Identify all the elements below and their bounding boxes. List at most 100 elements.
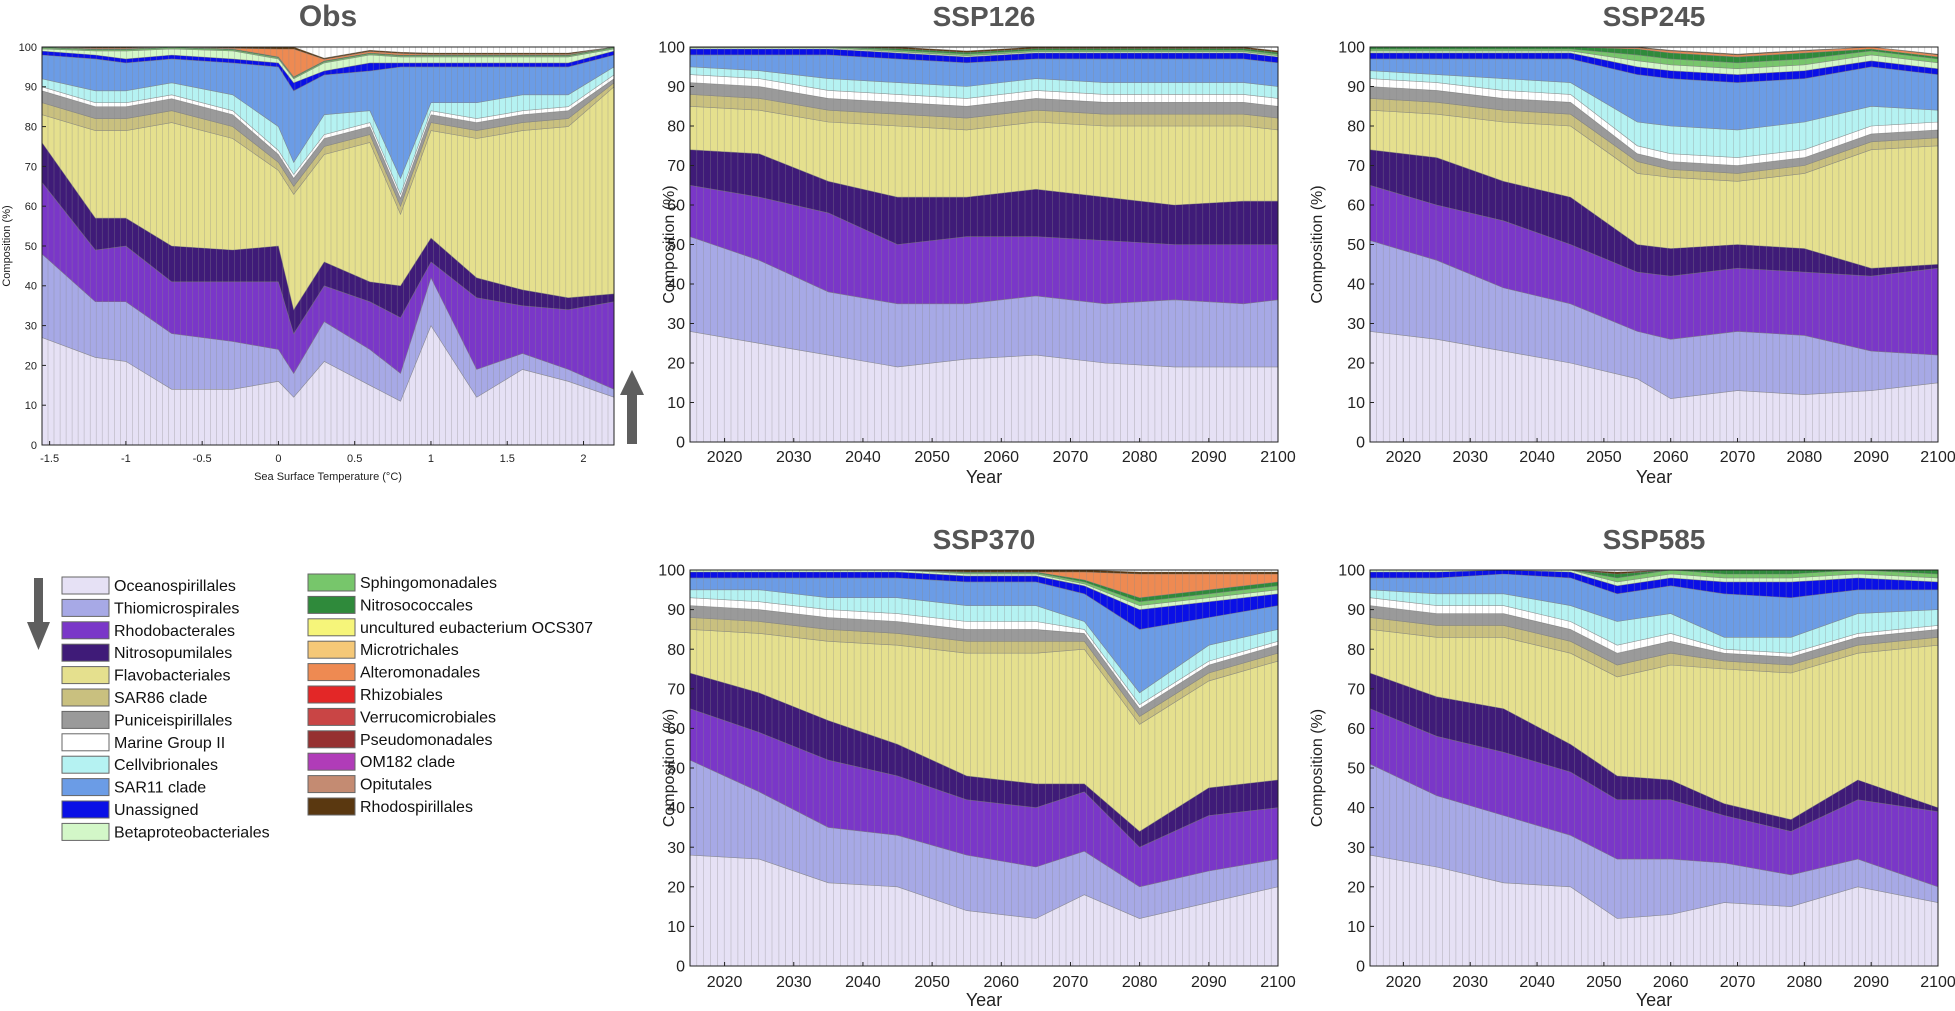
y-tick-label: 0 — [1356, 959, 1365, 976]
y-tick-label: 40 — [667, 277, 685, 294]
legend-swatch — [61, 710, 110, 729]
y-tick-label: 20 — [1347, 879, 1365, 896]
y-tick-label: 40 — [667, 800, 685, 817]
panel-title: SSP126 — [933, 1, 1036, 32]
y-tick-label: 60 — [667, 198, 685, 215]
y-tick-label: 0 — [1356, 435, 1365, 452]
y-tick-label: 10 — [667, 919, 685, 936]
x-tick-label: 2030 — [1452, 974, 1488, 991]
legend-label: Puniceispirillales — [114, 712, 232, 729]
legend-label: OM182 clade — [360, 754, 455, 771]
y-tick-label: 10 — [25, 400, 37, 412]
panel-obs: 0 10 20 30 40 50 60 70 80 90 100 -1.5 -1 -0.5 0 0.5 1 1.5… — [1, 0, 615, 483]
y-tick-label: 10 — [1347, 919, 1365, 936]
x-tick-label: 2050 — [914, 449, 950, 466]
panel-title: SSP370 — [933, 524, 1036, 555]
x-tick-label: 0.5 — [347, 453, 362, 465]
legend-swatch — [307, 640, 356, 659]
y-tick-label: 100 — [1338, 40, 1365, 57]
x-tick-label: 2080 — [1122, 974, 1158, 991]
legend-item: Rhodospirillales — [307, 797, 473, 816]
y-tick-label: 20 — [667, 879, 685, 896]
x-tick-label: 2020 — [707, 449, 743, 466]
y-tick-label: 90 — [667, 79, 685, 96]
legend-swatch — [307, 730, 356, 749]
y-tick-label: 60 — [1347, 721, 1365, 738]
y-axis-label: Composition (%) — [661, 709, 678, 827]
y-axis-label: Composition (%) — [661, 185, 678, 303]
x-tick-label: 2060 — [983, 974, 1019, 991]
legend-swatch — [61, 733, 110, 752]
y-tick-label: 50 — [667, 761, 685, 778]
legend-swatch — [61, 598, 110, 617]
y-tick-label: 50 — [1347, 237, 1365, 254]
legend-label: Flavobacteriales — [114, 668, 231, 685]
y-tick-label: 80 — [1347, 642, 1365, 659]
legend-item: uncultured eubacterium OCS307 — [307, 618, 593, 637]
legend-swatch — [61, 576, 110, 595]
x-tick-label: -1.5 — [40, 453, 59, 465]
legend-label: Rhizobiales — [360, 687, 443, 704]
legend-swatch — [61, 643, 110, 662]
x-tick-label: 2100 — [1260, 449, 1296, 466]
x-tick-label: 2100 — [1920, 449, 1955, 466]
legend-label: Cellvibrionales — [114, 757, 218, 774]
x-tick-label: 2040 — [845, 974, 881, 991]
x-tick-label: 2090 — [1191, 974, 1227, 991]
y-tick-label: 50 — [1347, 761, 1365, 778]
x-tick-label: 2030 — [776, 449, 812, 466]
bar-separators — [696, 47, 1272, 442]
legend-swatch — [307, 573, 356, 592]
legend-item: Betaproteobacteriales — [61, 822, 270, 841]
y-tick-label: 80 — [667, 119, 685, 136]
y-tick-label: 50 — [667, 237, 685, 254]
y-axis-label: Composition (%) — [1309, 185, 1326, 303]
x-tick-label: -0.5 — [193, 453, 212, 465]
legend-swatch — [307, 618, 356, 637]
legend-swatch — [61, 755, 110, 774]
bar-separators — [47, 47, 609, 445]
panel-title: SSP585 — [1603, 524, 1706, 555]
y-tick-label: 40 — [1347, 277, 1365, 294]
x-tick-label: 2070 — [1053, 974, 1089, 991]
y-tick-label: 30 — [1347, 316, 1365, 333]
y-tick-label: 100 — [19, 42, 37, 54]
legend-item: Opitutales — [307, 775, 432, 794]
x-axis-label: Year — [1636, 467, 1672, 487]
legend-item: OM182 clade — [307, 752, 455, 771]
x-axis-label: Year — [1636, 990, 1672, 1010]
arrow-down-shaft — [34, 578, 43, 626]
legend-label: Unassigned — [114, 802, 199, 819]
legend-item: Rhodobacterales — [61, 621, 235, 640]
y-tick-label: 90 — [25, 82, 37, 94]
legend-swatch — [307, 685, 356, 704]
x-tick-label: 2030 — [1452, 449, 1488, 466]
legend-item: Thiomicrospirales — [61, 598, 239, 617]
x-tick-label: 2060 — [983, 449, 1019, 466]
y-tick-label: 70 — [667, 158, 685, 175]
y-tick-label: 60 — [1347, 198, 1365, 215]
y-tick-label: 80 — [25, 121, 37, 133]
x-axis-label: Year — [966, 467, 1002, 487]
y-tick-label: 20 — [1347, 356, 1365, 373]
legend-item: Flavobacteriales — [61, 666, 231, 685]
arrow-up-shaft — [627, 392, 637, 444]
legend-label: Verrucomicrobiales — [360, 709, 496, 726]
x-tick-label: -1 — [121, 453, 131, 465]
y-tick-label: 30 — [667, 316, 685, 333]
y-tick-label: 90 — [1347, 79, 1365, 96]
legend-item: Alteromonadales — [307, 663, 480, 682]
legend-label: Alteromonadales — [360, 665, 480, 682]
x-tick-label: 2020 — [1386, 449, 1422, 466]
x-tick-label: 2070 — [1720, 449, 1756, 466]
legend-swatch — [307, 775, 356, 794]
x-tick-label: 2040 — [845, 449, 881, 466]
y-tick-label: 0 — [31, 440, 37, 452]
y-tick-label: 0 — [676, 959, 685, 976]
y-tick-label: 10 — [1347, 395, 1365, 412]
x-tick-label: 2080 — [1787, 449, 1823, 466]
bar-separators — [1376, 570, 1932, 966]
